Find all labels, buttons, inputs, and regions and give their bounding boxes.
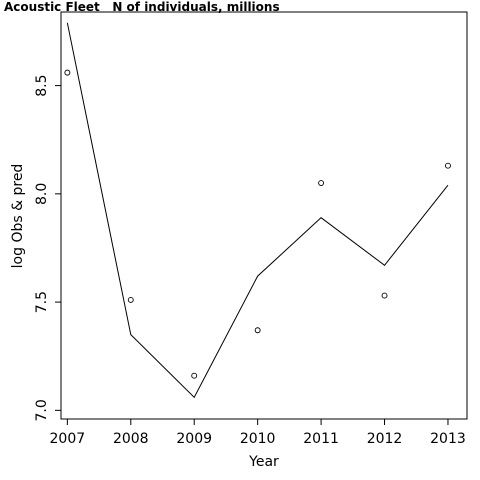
x-tick-label: 2008 — [113, 431, 149, 447]
x-tick-label: 2011 — [303, 431, 339, 447]
x-axis: 2007 2008 2009 2010 2011 2012 2013 — [50, 419, 466, 447]
x-tick-label: 2012 — [367, 431, 403, 447]
observed-point — [64, 69, 71, 76]
y-axis: 7.0 7.5 8.0 8.5 — [34, 74, 61, 421]
observed-point — [381, 292, 388, 299]
x-tick-label: 2009 — [176, 431, 212, 447]
observed-point — [127, 296, 134, 303]
y-tick-label: 8.0 — [34, 183, 50, 205]
y-tick-label: 7.0 — [34, 399, 50, 421]
x-tick-label: 2007 — [50, 431, 86, 447]
observed-point — [254, 327, 261, 334]
series-layer — [64, 22, 451, 399]
chart-title: Acoustic Fleet N of individuals, million… — [4, 0, 280, 14]
x-tick-label: 2013 — [430, 431, 466, 447]
y-tick-label: 8.5 — [34, 74, 50, 96]
observed-point — [191, 372, 198, 379]
x-axis-label: Year — [248, 454, 279, 470]
predicted-line — [66, 22, 449, 399]
y-tick-label: 7.5 — [34, 291, 50, 313]
observed-point — [445, 162, 451, 169]
observed-point — [318, 180, 325, 186]
y-axis-label: log Obs & pred — [10, 164, 26, 269]
plot-frame — [60, 11, 468, 420]
x-tick-label: 2010 — [240, 431, 276, 447]
